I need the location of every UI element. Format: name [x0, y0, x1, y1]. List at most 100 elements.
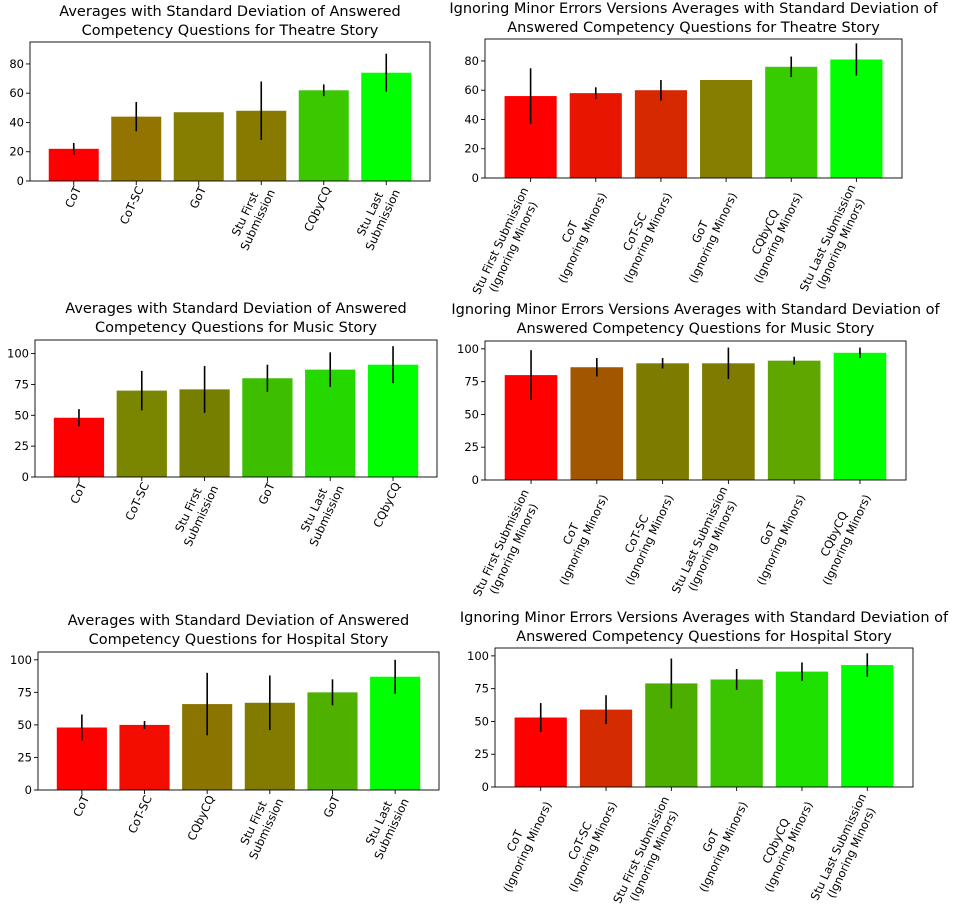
bar [53, 417, 105, 477]
y-tick-label: 25 [464, 440, 479, 454]
y-tick-label: 60 [464, 83, 479, 97]
y-tick-label: 25 [474, 747, 489, 761]
x-tick-label: Stu First Submission(Ignoring Minors) [610, 794, 685, 908]
chart-title-line: Answered Competency Questions for Hospit… [516, 629, 892, 645]
chart-title-line: Competency Questions for Music Story [95, 320, 377, 336]
x-tick-label: CQbyCQ [370, 480, 403, 530]
x-tick-label: Stu FirstSubmission [233, 790, 286, 861]
bar [307, 692, 358, 790]
plot-frame [484, 38, 903, 179]
bar [702, 363, 755, 480]
x-tick-label: GoT(Ignoring Minors) [683, 793, 750, 894]
x-tick-label: Stu Last Submission(Ignoring Minors) [669, 484, 743, 601]
bar [700, 79, 753, 178]
x-tick-label: CQbyCQ(Ignoring Minors) [807, 486, 874, 587]
chart-music-ignoring-minors: Ignoring Minor Errors Versions Averages … [451, 302, 940, 604]
x-tick-label: CoT-SC [125, 793, 155, 836]
plot-frame [29, 41, 431, 182]
x-tick-label: CoT(Ignoring Minors) [488, 793, 555, 894]
bar [569, 93, 622, 178]
y-tick-label: 100 [457, 342, 479, 356]
plot-frame [34, 339, 438, 478]
chart-title-line: Answered Competency Questions for Theatr… [507, 20, 880, 36]
x-tick-label: CQbyCQ(Ignoring Minors) [738, 184, 805, 285]
plot-frame [37, 651, 440, 791]
x-tick-label: CoT(Ignoring Minors) [543, 184, 610, 285]
bar [767, 360, 821, 480]
y-tick-label: 50 [464, 407, 479, 421]
chart-title-line: Averages with Standard Deviation of Answ… [59, 4, 400, 20]
chart-title-line: Averages with Standard Deviation of Answ… [65, 301, 406, 317]
y-tick-label: 60 [9, 86, 24, 100]
y-tick-label: 0 [472, 171, 479, 185]
y-tick-label: 40 [464, 112, 479, 126]
x-tick-label: CoT [62, 183, 84, 210]
chart-title-line: Ignoring Minor Errors Versions Averages … [460, 610, 949, 626]
x-tick-label: Stu First Submission(Ignoring Minors) [469, 185, 544, 302]
x-tick-label: GoT [255, 479, 278, 507]
y-tick-label: 100 [467, 649, 489, 663]
x-tick-label: GoT [187, 183, 210, 211]
bar [242, 378, 293, 477]
x-tick-label: GoT [320, 792, 343, 820]
bar [298, 90, 349, 181]
x-tick-label: Stu LastSubmission [294, 477, 347, 548]
y-tick-label: 0 [17, 174, 24, 188]
bar [305, 369, 356, 477]
y-tick-label: 75 [474, 682, 489, 696]
x-tick-label: Stu FirstSubmission [225, 181, 278, 252]
bar [841, 665, 894, 787]
y-tick-label: 100 [7, 347, 29, 361]
chart-title-line: Averages with Standard Deviation of Answ… [68, 613, 409, 629]
y-tick-label: 100 [10, 653, 32, 667]
bar [710, 679, 763, 787]
y-tick-label: 50 [14, 408, 29, 422]
x-tick-label: Stu FirstSubmission [168, 477, 221, 548]
bar [833, 352, 887, 480]
chart-music: Averages with Standard Deviation of Answ… [7, 301, 438, 549]
plot-frame [494, 647, 914, 788]
y-tick-label: 20 [464, 142, 479, 156]
x-tick-label: CoT-SC(Ignoring Minors) [608, 184, 675, 285]
bar [765, 66, 818, 178]
y-tick-label: 0 [482, 780, 489, 794]
y-tick-label: 50 [474, 714, 489, 728]
y-tick-label: 0 [472, 473, 479, 487]
chart-theatre-ignoring-minors: Ignoring Minor Errors Versions Averages … [449, 1, 938, 302]
chart-title-line: Competency Questions for Hospital Story [89, 632, 389, 648]
chart-hospital-ignoring-minors: Ignoring Minor Errors Versions Averages … [460, 610, 949, 908]
bar [634, 90, 687, 178]
chart-title-line: Ignoring Minor Errors Versions Averages … [449, 1, 938, 17]
bar [830, 59, 883, 179]
x-tick-label: CQbyCQ(Ignoring Minors) [749, 793, 816, 894]
chart-hospital: Averages with Standard Deviation of Answ… [10, 613, 440, 862]
x-tick-label: Stu LastSubmission [350, 181, 403, 252]
chart-title-line: Competency Questions for Theatre Story [82, 23, 379, 39]
y-tick-label: 0 [22, 470, 29, 484]
y-tick-label: 80 [9, 57, 24, 71]
y-tick-label: 25 [14, 439, 29, 453]
x-tick-label: Stu Last Submission(Ignoring Minors) [797, 182, 871, 299]
bar [370, 676, 421, 790]
x-tick-label: GoT(Ignoring Minors) [741, 486, 808, 587]
bar [367, 364, 419, 477]
y-tick-label: 80 [464, 54, 479, 68]
x-tick-label: Stu First Submission(Ignoring Minors) [470, 487, 545, 604]
x-tick-label: CoT-SC [117, 184, 147, 227]
y-tick-label: 25 [17, 750, 32, 764]
bar [173, 112, 224, 181]
x-tick-label: CoT [67, 479, 89, 506]
x-tick-label: Stu LastSubmission [359, 790, 412, 861]
x-tick-label: GoT(Ignoring Minors) [673, 184, 740, 285]
y-tick-label: 0 [25, 783, 32, 797]
y-tick-label: 75 [464, 375, 479, 389]
x-tick-label: CoT-SC [122, 480, 152, 523]
x-tick-label: CoT(Ignoring Minors) [544, 486, 611, 587]
x-tick-label: Stu Last Submission(Ignoring Minors) [808, 791, 882, 908]
chart-theatre: Averages with Standard Deviation of Answ… [9, 4, 431, 253]
chart-title-line: Answered Competency Questions for Music … [517, 321, 875, 337]
x-tick-label: CoT-SC(Ignoring Minors) [609, 486, 676, 587]
bar [119, 724, 170, 790]
bar [570, 367, 624, 480]
